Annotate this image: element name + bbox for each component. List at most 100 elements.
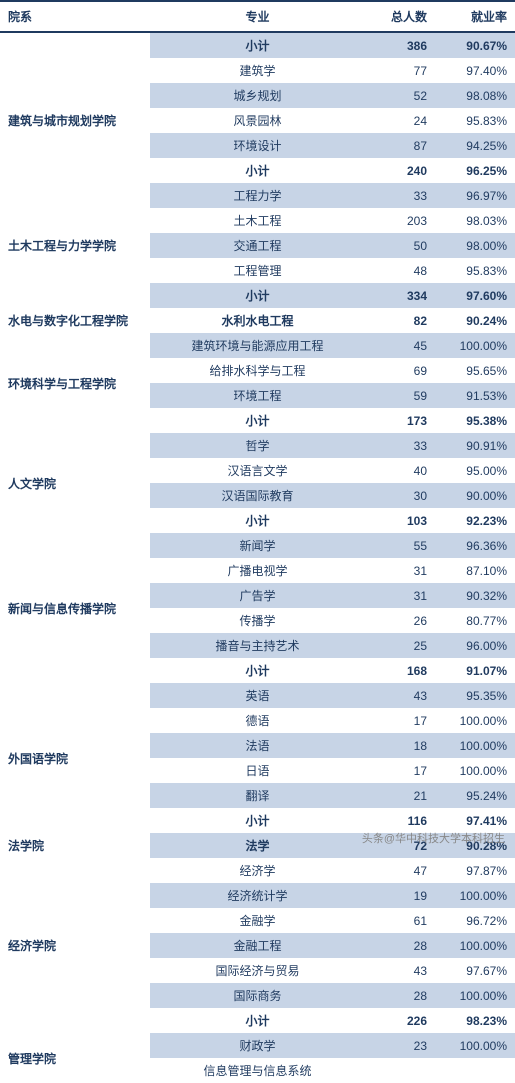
cell-count: 61 (365, 908, 435, 933)
cell-count: 17 (365, 758, 435, 783)
cell-major: 小计 (150, 158, 365, 183)
cell-dept (0, 32, 150, 58)
cell-rate: 97.87% (435, 858, 515, 883)
cell-major: 小计 (150, 658, 365, 683)
table-row: 经济学院经济学4797.87% (0, 858, 515, 883)
cell-major: 环境工程 (150, 383, 365, 408)
cell-rate: 95.83% (435, 108, 515, 133)
cell-rate: 95.24% (435, 783, 515, 808)
cell-rate: 96.97% (435, 183, 515, 208)
cell-major: 经济统计学 (150, 883, 365, 908)
cell-count (365, 1058, 435, 1083)
cell-rate: 97.40% (435, 58, 515, 83)
cell-count: 334 (365, 283, 435, 308)
cell-major: 土木工程 (150, 208, 365, 233)
cell-count: 168 (365, 658, 435, 683)
cell-dept: 环境科学与工程学院 (0, 333, 150, 433)
cell-major: 法学 (150, 833, 365, 858)
cell-count: 59 (365, 383, 435, 408)
cell-rate: 91.07% (435, 658, 515, 683)
cell-count: 116 (365, 808, 435, 833)
cell-major: 风景园林 (150, 108, 365, 133)
cell-rate: 95.83% (435, 258, 515, 283)
cell-major: 哲学 (150, 433, 365, 458)
cell-count: 18 (365, 733, 435, 758)
cell-dept: 外国语学院 (0, 683, 150, 833)
cell-rate: 94.25% (435, 133, 515, 158)
cell-major: 金融学 (150, 908, 365, 933)
table-row: 小计38690.67% (0, 32, 515, 58)
cell-major: 汉语国际教育 (150, 483, 365, 508)
cell-rate: 96.00% (435, 633, 515, 658)
cell-major: 国际经济与贸易 (150, 958, 365, 983)
table-row: 建筑与城市规划学院建筑学7797.40% (0, 58, 515, 83)
cell-major: 给排水科学与工程 (150, 358, 365, 383)
cell-count: 40 (365, 458, 435, 483)
cell-rate: 80.77% (435, 608, 515, 633)
cell-dept: 法学院 (0, 833, 150, 858)
cell-major: 国际商务 (150, 983, 365, 1008)
table-row: 人文学院哲学3390.91% (0, 433, 515, 458)
cell-count: 173 (365, 408, 435, 433)
cell-count: 28 (365, 983, 435, 1008)
cell-major: 广播电视学 (150, 558, 365, 583)
table-row: 外国语学院英语4395.35% (0, 683, 515, 708)
cell-major: 翻译 (150, 783, 365, 808)
table-row: 法学院法学7290.28% (0, 833, 515, 858)
cell-rate: 96.36% (435, 533, 515, 558)
cell-rate: 95.65% (435, 358, 515, 383)
cell-count: 203 (365, 208, 435, 233)
cell-major: 小计 (150, 32, 365, 58)
cell-major: 德语 (150, 708, 365, 733)
cell-major: 金融工程 (150, 933, 365, 958)
cell-major: 交通工程 (150, 233, 365, 258)
cell-rate: 90.32% (435, 583, 515, 608)
table-row: 新闻与信息传播学院新闻学5596.36% (0, 533, 515, 558)
cell-count: 52 (365, 83, 435, 108)
cell-count: 386 (365, 32, 435, 58)
cell-major: 小计 (150, 508, 365, 533)
cell-major: 小计 (150, 283, 365, 308)
cell-rate: 100.00% (435, 708, 515, 733)
cell-count: 69 (365, 358, 435, 383)
cell-count: 47 (365, 858, 435, 883)
cell-rate (435, 1058, 515, 1083)
cell-rate: 100.00% (435, 733, 515, 758)
cell-rate: 98.23% (435, 1008, 515, 1033)
cell-count: 226 (365, 1008, 435, 1033)
cell-rate: 92.23% (435, 508, 515, 533)
table-row: 管理学院财政学23100.00% (0, 1033, 515, 1058)
cell-rate: 98.08% (435, 83, 515, 108)
cell-rate: 97.67% (435, 958, 515, 983)
header-major: 专业 (150, 1, 365, 32)
cell-major: 英语 (150, 683, 365, 708)
cell-rate: 100.00% (435, 983, 515, 1008)
cell-rate: 98.00% (435, 233, 515, 258)
cell-major: 建筑环境与能源应用工程 (150, 333, 365, 358)
cell-rate: 100.00% (435, 1033, 515, 1058)
cell-rate: 90.24% (435, 308, 515, 333)
cell-count: 103 (365, 508, 435, 533)
cell-count: 55 (365, 533, 435, 558)
cell-major: 工程力学 (150, 183, 365, 208)
table-header-row: 院系 专业 总人数 就业率 (0, 1, 515, 32)
employment-table: 院系 专业 总人数 就业率 小计38690.67%建筑与城市规划学院建筑学779… (0, 0, 515, 1083)
cell-count: 45 (365, 333, 435, 358)
cell-count: 77 (365, 58, 435, 83)
cell-major: 建筑学 (150, 58, 365, 83)
cell-rate: 96.25% (435, 158, 515, 183)
cell-count: 43 (365, 958, 435, 983)
cell-count: 17 (365, 708, 435, 733)
cell-rate: 95.35% (435, 683, 515, 708)
cell-major: 小计 (150, 808, 365, 833)
cell-major: 水利水电工程 (150, 308, 365, 333)
cell-major: 财政学 (150, 1033, 365, 1058)
header-rate: 就业率 (435, 1, 515, 32)
cell-dept: 新闻与信息传播学院 (0, 533, 150, 683)
table-row: 土木工程与力学学院工程力学3396.97% (0, 183, 515, 208)
table-row: 水电与数字化工程学院水利水电工程8290.24% (0, 308, 515, 333)
cell-count: 31 (365, 558, 435, 583)
header-count: 总人数 (365, 1, 435, 32)
cell-count: 26 (365, 608, 435, 633)
cell-rate: 100.00% (435, 758, 515, 783)
